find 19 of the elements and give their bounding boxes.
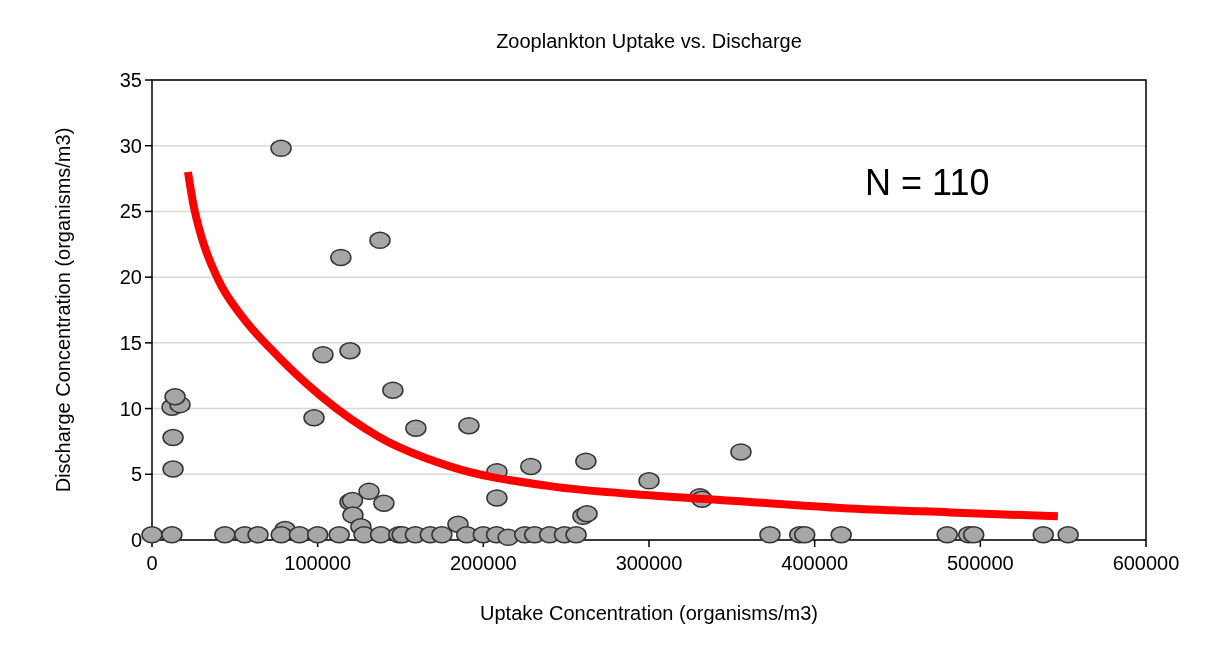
y-tick-label: 15 [119, 331, 142, 354]
y-tick-label: 35 [119, 69, 142, 91]
chart-title: Zooplankton Uptake vs. Discharge [496, 30, 802, 52]
annotation: N = 110 [865, 162, 990, 203]
x-tick-label: 600000 [1112, 552, 1180, 574]
y-tick-label: 25 [119, 200, 142, 223]
x-axis-title: Uptake Concentration (organisms/m3) [480, 602, 818, 624]
y-tick-label: 30 [119, 134, 142, 157]
y-tick-label: 10 [119, 397, 142, 420]
x-tick-label: 100000 [284, 552, 352, 574]
x-tick-label: 0 [146, 552, 158, 574]
x-tick-label: 200000 [449, 552, 517, 574]
y-tick-label: 20 [119, 266, 142, 289]
x-tick-label: 300000 [615, 552, 683, 574]
y-tick-label: 5 [130, 463, 142, 486]
y-axis-title: Discharge Concentration (organisms/m3) [52, 127, 74, 493]
x-tick-label: 500000 [946, 552, 1014, 574]
x-tick-label: 400000 [781, 552, 849, 574]
y-tick-label: 0 [130, 529, 142, 551]
